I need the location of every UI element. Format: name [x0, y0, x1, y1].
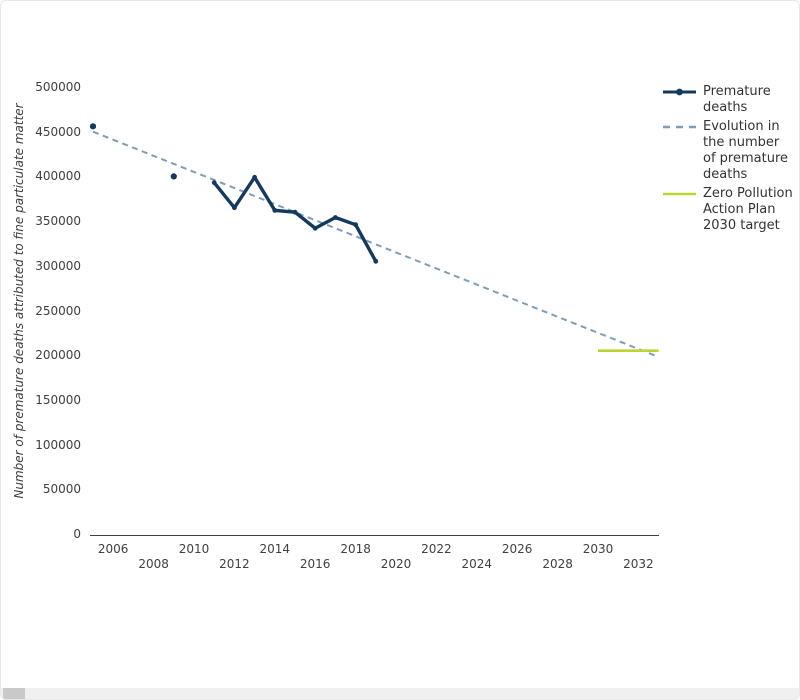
x-axis-tick-label: 2016	[299, 557, 331, 571]
x-axis-tick-label: 2008	[138, 557, 169, 571]
legend-label: Evolution in the number of premature dea…	[703, 119, 788, 182]
legend-item-2[interactable]: Zero Pollution Action Plan 2030 target	[661, 186, 795, 234]
legend-dashed-line-icon	[663, 125, 696, 129]
y-axis-tick-label: 450000	[35, 124, 81, 139]
data-point-marker	[252, 174, 257, 180]
trend-dashed-line	[92, 130, 659, 358]
chart-legend: Premature deaths Evolution in the number …	[661, 84, 795, 237]
y-axis-tick-label: 300000	[35, 258, 81, 273]
y-axis-tick-label: 150000	[35, 392, 81, 407]
y-axis-tick-label: 0	[73, 527, 81, 541]
x-axis-tick-label: 2014	[259, 542, 291, 556]
y-axis-tick-label: 100000	[35, 437, 81, 452]
data-point-marker	[373, 258, 379, 264]
x-axis-tick-label: 2032	[623, 557, 654, 571]
x-axis-tick-label: 2026	[501, 542, 533, 556]
x-axis-tick-label: 2024	[461, 557, 493, 571]
legend-label: Premature deaths	[703, 84, 771, 115]
x-axis-tick-label: 2022	[421, 542, 452, 556]
data-point-marker	[232, 205, 237, 211]
legend-item-1[interactable]: Evolution in the number of premature dea…	[661, 119, 795, 183]
data-point-marker	[292, 209, 298, 215]
horizontal-scrollbar-thumb[interactable]	[3, 688, 25, 699]
x-axis-tick-label: 2030	[582, 542, 614, 556]
legend-line-marker-icon	[663, 88, 696, 96]
legend-item-0[interactable]: Premature deaths	[661, 84, 795, 116]
x-axis-line	[90, 535, 659, 536]
isolated-data-point	[89, 123, 97, 130]
x-axis-tick-label: 2018	[340, 542, 371, 556]
y-axis-tick-label: 250000	[35, 303, 81, 318]
x-axis-tick-label: 2012	[219, 557, 250, 571]
x-axis-tick-label: 2010	[178, 542, 210, 556]
y-axis-tick-label: 50000	[42, 482, 81, 497]
premature-deaths-line	[212, 175, 378, 264]
data-point-marker	[312, 225, 318, 231]
y-axis-tick-label: 200000	[35, 348, 81, 363]
x-axis-tick-label: 2020	[380, 557, 412, 571]
x-axis-tick-label: 2006	[97, 542, 129, 556]
legend-label: Zero Pollution Action Plan 2030 target	[703, 186, 793, 233]
horizontal-scrollbar-track[interactable]	[1, 688, 799, 699]
legend-line-icon	[663, 192, 696, 196]
y-axis-tick-label: 350000	[35, 214, 81, 229]
data-point-marker	[333, 215, 338, 220]
y-axis-title: Number of premature deaths attributed to…	[12, 103, 26, 499]
data-point-marker	[211, 180, 217, 186]
y-axis-tick-label: 400000	[35, 169, 81, 184]
data-point-marker	[272, 207, 278, 213]
x-axis-tick-label: 2028	[542, 557, 573, 571]
data-point-marker	[353, 222, 358, 228]
isolated-data-point	[170, 173, 177, 180]
y-axis-tick-label: 500000	[35, 80, 81, 94]
